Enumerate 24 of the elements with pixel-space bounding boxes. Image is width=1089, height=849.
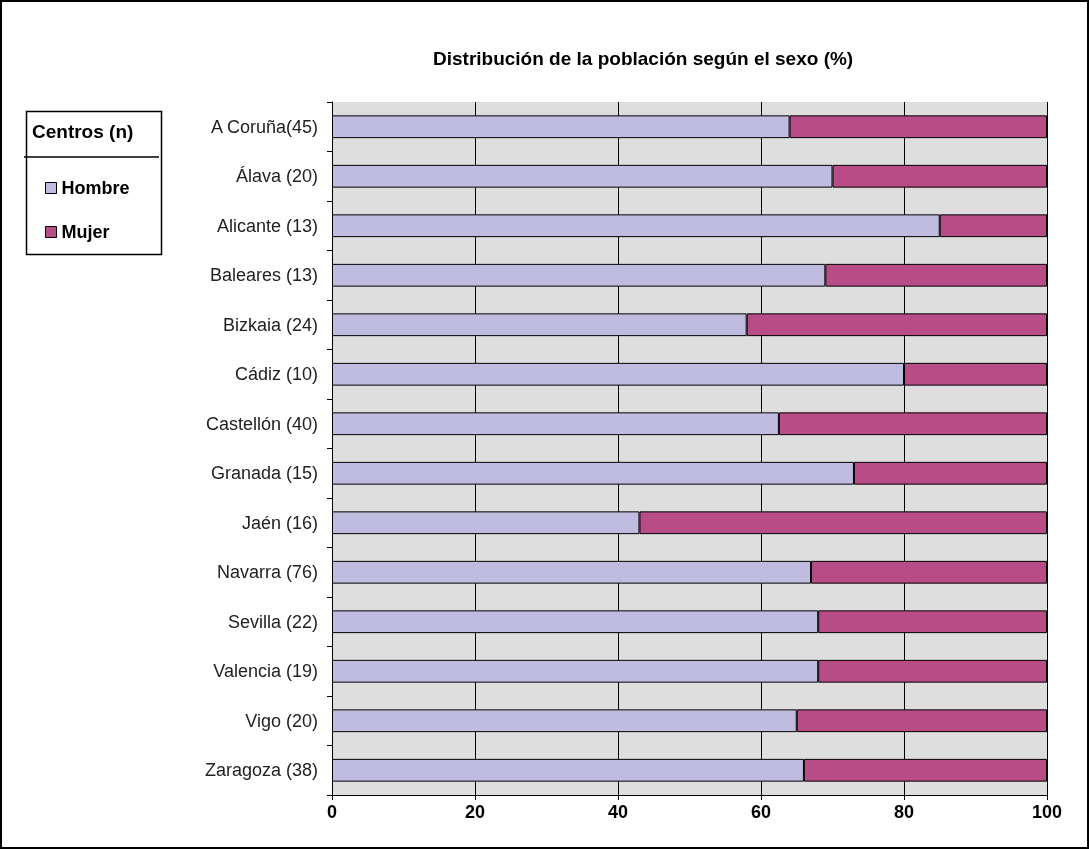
x-tick-label: 80 xyxy=(893,802,915,822)
x-tick-label: 40 xyxy=(607,802,629,822)
y-tick-label: Vigo (20) xyxy=(245,710,318,731)
legend-label: Hombre xyxy=(61,178,130,198)
y-tick-label: Navarra (76) xyxy=(216,562,318,583)
y-tick-label: Baleares (13) xyxy=(209,265,318,286)
chart-title: Distribución de la población según el sexo (%) xyxy=(433,48,854,69)
y-tick-label: Alicante (13) xyxy=(216,215,318,236)
y-tick-label: Cádiz (10) xyxy=(234,364,318,385)
y-tick-label: Jaén (16) xyxy=(241,512,318,533)
y-tick-label: Álava (20) xyxy=(235,166,318,187)
y-tick-label: Granada (15) xyxy=(210,463,318,484)
y-tick-label: Bizkaia (24) xyxy=(222,314,318,335)
legend-title: Centros (n) xyxy=(32,121,134,142)
x-tick-label: 100 xyxy=(1031,802,1063,822)
x-tick-label: 60 xyxy=(750,802,772,822)
y-tick-label: Sevilla (22) xyxy=(227,611,318,632)
legend-label: Mujer xyxy=(61,222,110,242)
y-tick-label: Castellón (40) xyxy=(205,413,318,434)
y-tick-label: Valencia (19) xyxy=(213,661,318,682)
x-tick-label: 0 xyxy=(326,802,338,822)
y-tick-label: A Coruña(45) xyxy=(210,116,318,137)
y-tick-label: Zaragoza (38) xyxy=(204,760,318,781)
x-tick-label: 20 xyxy=(464,802,486,822)
